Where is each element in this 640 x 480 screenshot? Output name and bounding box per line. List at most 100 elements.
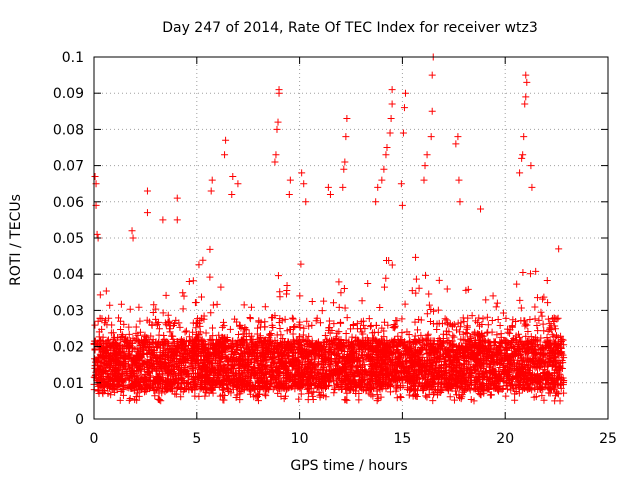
data-point [222, 381, 230, 389]
data-point [443, 285, 451, 293]
data-point [404, 384, 412, 392]
data-point [136, 317, 144, 325]
data-point [214, 347, 222, 355]
data-point [422, 392, 430, 400]
data-point [104, 336, 112, 344]
data-point [423, 393, 431, 401]
data-point [464, 314, 472, 322]
data-point [95, 389, 103, 397]
data-point [211, 355, 219, 363]
data-point [436, 364, 444, 372]
data-point [231, 315, 239, 323]
data-point [141, 388, 149, 396]
data-point [159, 309, 167, 317]
data-point [526, 270, 534, 278]
data-point [91, 362, 99, 370]
data-point [397, 393, 405, 401]
data-point [489, 292, 497, 300]
data-point [164, 370, 172, 378]
data-point [367, 321, 375, 329]
data-point [353, 320, 361, 328]
data-point [148, 321, 156, 329]
data-point [328, 326, 336, 334]
data-point [181, 328, 189, 336]
data-point [282, 290, 290, 298]
data-point [91, 372, 99, 380]
data-point [499, 309, 507, 317]
data-point [532, 267, 540, 275]
data-point [517, 304, 525, 312]
data-point [515, 360, 523, 368]
data-point [413, 387, 421, 395]
data-point [452, 368, 460, 376]
data-point [384, 321, 392, 329]
data-point [179, 289, 187, 297]
data-point [191, 299, 199, 307]
data-point [531, 303, 539, 311]
data-point [412, 253, 420, 261]
data-point [296, 292, 304, 300]
data-point [321, 331, 329, 339]
data-point [341, 304, 349, 312]
data-point [167, 332, 175, 340]
data-point [273, 331, 281, 339]
data-point [150, 301, 158, 309]
data-point [456, 328, 464, 336]
data-point [488, 328, 496, 336]
data-point [255, 318, 263, 326]
data-point [430, 390, 438, 398]
data-point [344, 376, 352, 384]
data-point [391, 335, 399, 343]
data-point [542, 380, 550, 388]
data-point [120, 320, 128, 328]
data-point [166, 328, 174, 336]
data-point [460, 318, 468, 326]
data-point [382, 274, 390, 282]
data-point [332, 333, 340, 341]
data-point [326, 361, 334, 369]
data-point [103, 337, 111, 345]
data-point [524, 327, 532, 335]
data-point [426, 356, 434, 364]
data-point [247, 303, 255, 311]
data-point [205, 354, 213, 362]
data-point [484, 321, 492, 329]
data-point [543, 276, 551, 284]
data-point [264, 346, 272, 354]
data-point [382, 256, 390, 264]
data-point [165, 317, 173, 325]
data-point [380, 283, 388, 291]
data-point [415, 316, 423, 324]
data-point [492, 303, 500, 311]
data-point [503, 385, 511, 393]
data-point [544, 299, 552, 307]
data-point [217, 283, 225, 291]
data-point [471, 367, 479, 375]
data-point [456, 361, 464, 369]
data-point [463, 322, 471, 330]
data-point [235, 331, 243, 339]
data-point [493, 331, 501, 339]
data-point [380, 318, 388, 326]
data-point [312, 317, 320, 325]
data-point [162, 291, 170, 299]
data-point [136, 328, 144, 336]
data-point [538, 312, 546, 320]
data-point [307, 380, 315, 388]
data-point [241, 323, 249, 331]
data-point [398, 329, 406, 337]
data-point [398, 315, 406, 323]
data-point [97, 375, 105, 383]
data-point [494, 316, 502, 324]
data-point [179, 305, 187, 313]
data-point [412, 275, 420, 283]
data-point [508, 322, 516, 330]
data-point [276, 325, 284, 333]
data-point [466, 381, 474, 389]
data-point [304, 396, 312, 404]
data-point [459, 336, 467, 344]
data-point [276, 288, 284, 296]
data-point [357, 344, 365, 352]
data-point [516, 296, 524, 304]
data-point [386, 364, 394, 372]
